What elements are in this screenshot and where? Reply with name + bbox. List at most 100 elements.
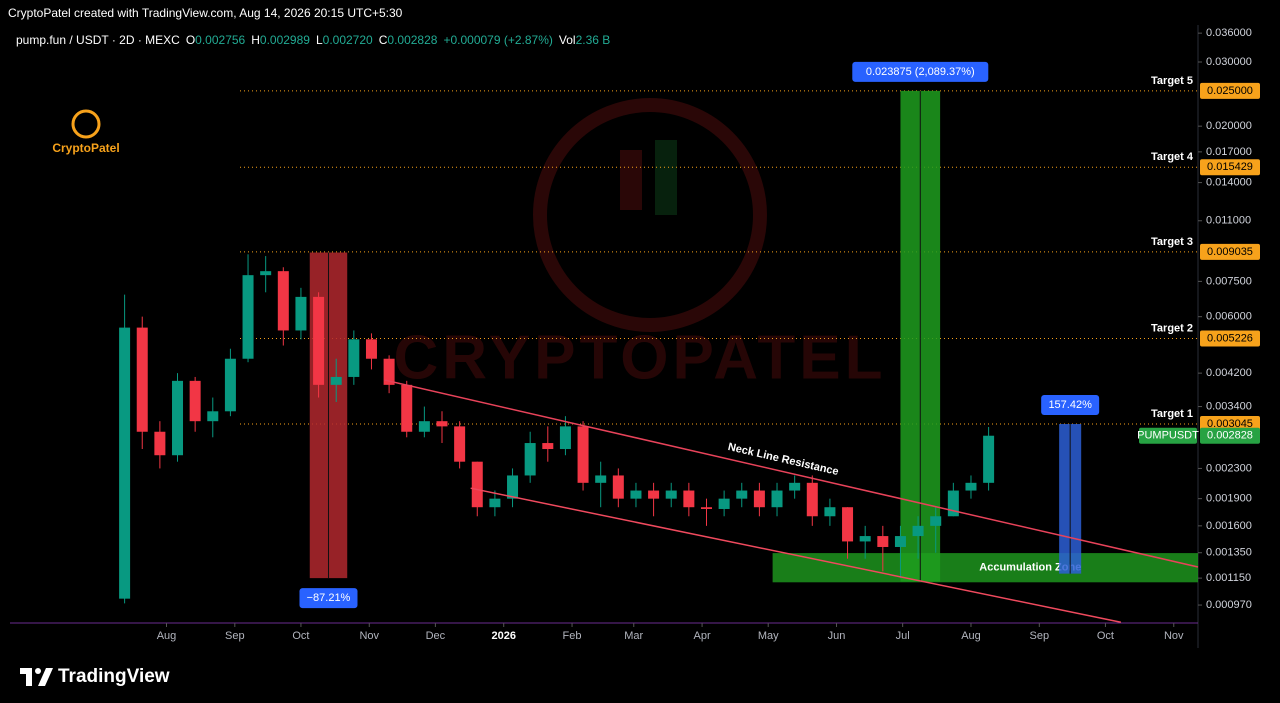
footer-logo-dot	[35, 668, 41, 674]
target-price: 0.025000	[1207, 85, 1253, 97]
candle-body	[718, 498, 730, 509]
y-tick-label: 0.006000	[1206, 311, 1252, 323]
candle-body	[524, 443, 536, 476]
candle-body	[930, 516, 942, 526]
target-name: Target 4	[1151, 151, 1194, 163]
candle-body	[542, 443, 554, 450]
target-name: Target 2	[1151, 322, 1193, 334]
measure-label: 0.023875 (2,089.37%)	[866, 66, 975, 78]
candle-body	[365, 339, 377, 359]
candle-body	[630, 490, 642, 499]
x-tick-label: Nov	[359, 630, 379, 642]
y-tick-label: 0.001150	[1206, 572, 1251, 584]
ohlc-key: L	[316, 33, 323, 47]
candle-body	[313, 296, 325, 385]
candle-body	[295, 296, 307, 331]
candle-body	[824, 507, 836, 517]
ohlc-value: 0.002989	[260, 33, 310, 47]
x-tick-label: Mar	[624, 630, 643, 642]
zone-label: Accumulation Zone	[979, 562, 1081, 574]
y-tick-label: 0.007500	[1206, 275, 1252, 287]
candle-body	[454, 426, 466, 462]
candle-body	[401, 384, 413, 432]
y-tick-label: 0.011000	[1206, 215, 1251, 227]
candle-body	[965, 482, 977, 491]
x-tick-label: Jun	[828, 630, 846, 642]
y-tick-label: 0.000970	[1206, 599, 1252, 611]
measure-label: −87.21%	[307, 592, 351, 604]
watermark-candle	[655, 140, 677, 215]
y-tick-label: 0.003400	[1206, 400, 1252, 412]
measure-label-bg	[299, 588, 358, 609]
ohlc-key: O	[186, 33, 195, 47]
y-tick-label: 0.001600	[1206, 520, 1252, 532]
watermark-ring	[533, 98, 767, 332]
trend-line	[470, 487, 1122, 624]
target-price: 0.009035	[1207, 246, 1253, 258]
candle-body	[648, 490, 660, 499]
y-tick-label: 0.030000	[1206, 56, 1252, 68]
x-tick-label: Nov	[1164, 630, 1184, 642]
candle-body	[119, 327, 131, 599]
x-tick-label: Sep	[1030, 630, 1050, 642]
candle-body	[983, 435, 995, 483]
candle-body	[806, 482, 818, 517]
candle-body	[436, 421, 448, 427]
logo-icon	[71, 109, 101, 139]
last-price-label: 0.002828	[1207, 430, 1253, 442]
change: +0.000079 (+2.87%)	[443, 33, 552, 47]
ohlc-value: 0.002720	[323, 33, 373, 47]
candle-body	[330, 376, 342, 385]
x-tick-label: Oct	[1097, 630, 1114, 642]
candle-body	[172, 380, 184, 456]
y-tick-label: 0.017000	[1206, 146, 1252, 158]
target-price-bg	[1200, 159, 1260, 176]
last-price-name-bg	[1139, 427, 1197, 444]
candle-body	[736, 490, 748, 499]
candle-body	[418, 421, 430, 432]
candle-body	[189, 380, 201, 422]
target-price: 0.005226	[1207, 332, 1253, 344]
header-text: CryptoPatel created with TradingView.com…	[8, 6, 403, 20]
candle-body	[842, 507, 854, 542]
candle-body	[700, 507, 712, 509]
zone	[772, 553, 1198, 583]
x-tick-label: Dec	[426, 630, 446, 642]
candle-body	[260, 271, 272, 276]
x-tick-label: Apr	[694, 630, 711, 642]
x-tick-label: Aug	[157, 630, 177, 642]
legend: pump.fun / USDT · 2D · MEXC O0.002756 H0.0…	[16, 33, 610, 47]
x-tick-label: Jul	[896, 630, 910, 642]
candle-body	[559, 426, 571, 450]
measure-label-bg	[1041, 395, 1100, 416]
watermark-candle	[620, 150, 642, 210]
last-price-name: PUMPUSDT	[1137, 430, 1199, 442]
target-price-bg	[1200, 330, 1260, 347]
x-tick-label: May	[758, 630, 779, 642]
y-tick-label: 0.014000	[1206, 177, 1252, 189]
candle-body	[277, 271, 289, 331]
candle-body	[507, 475, 519, 499]
candle-body	[753, 490, 765, 508]
symbol: pump.fun / USDT · 2D · MEXC	[16, 33, 180, 47]
ohlc-key: H	[251, 33, 260, 47]
logo-text: CryptoPatel	[52, 141, 119, 155]
candle-body	[947, 490, 959, 517]
measure-label-bg	[852, 61, 989, 82]
candle-body	[224, 358, 236, 412]
x-tick-label: Sep	[225, 630, 245, 642]
y-tick-label: 0.002300	[1206, 462, 1252, 474]
candle-body	[877, 536, 889, 547]
candle-body	[859, 536, 871, 542]
candle-body	[154, 431, 166, 456]
last-price-bg	[1200, 427, 1260, 444]
y-tick-label: 0.020000	[1206, 120, 1252, 132]
candle-body	[383, 358, 395, 385]
candle-body	[665, 490, 677, 499]
ohlc-key: C	[379, 33, 388, 47]
target-price: 0.003045	[1207, 418, 1253, 430]
x-tick-label: Aug	[961, 630, 981, 642]
target-price: 0.015429	[1207, 161, 1253, 173]
